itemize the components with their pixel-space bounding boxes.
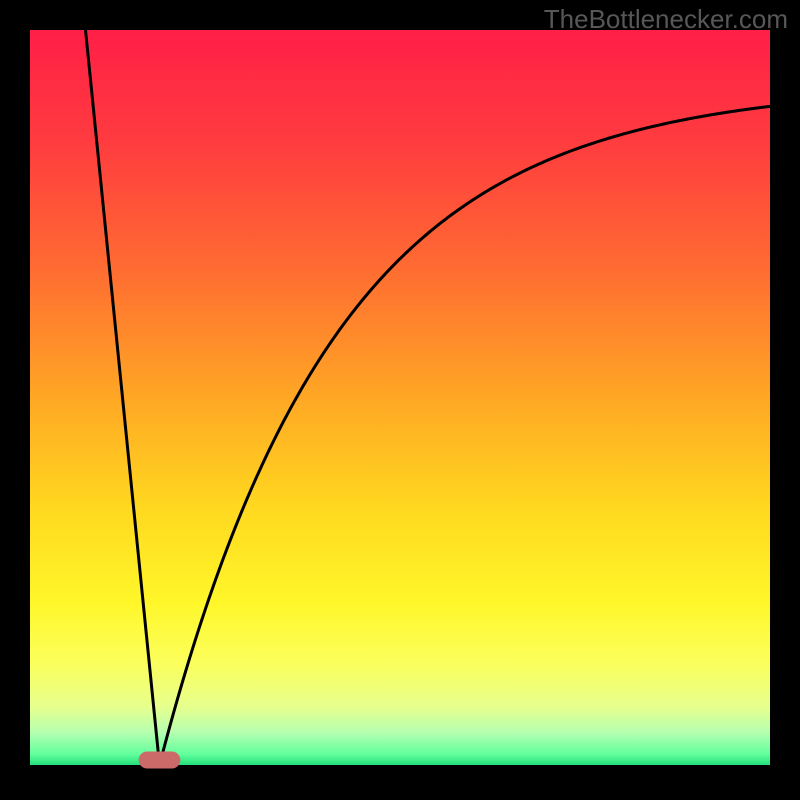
watermark-text: TheBottlenecker.com: [544, 4, 788, 35]
minimum-marker: [139, 752, 180, 768]
chart-svg: [0, 0, 800, 800]
plot-area: [30, 30, 770, 765]
chart-stage: TheBottlenecker.com: [0, 0, 800, 800]
